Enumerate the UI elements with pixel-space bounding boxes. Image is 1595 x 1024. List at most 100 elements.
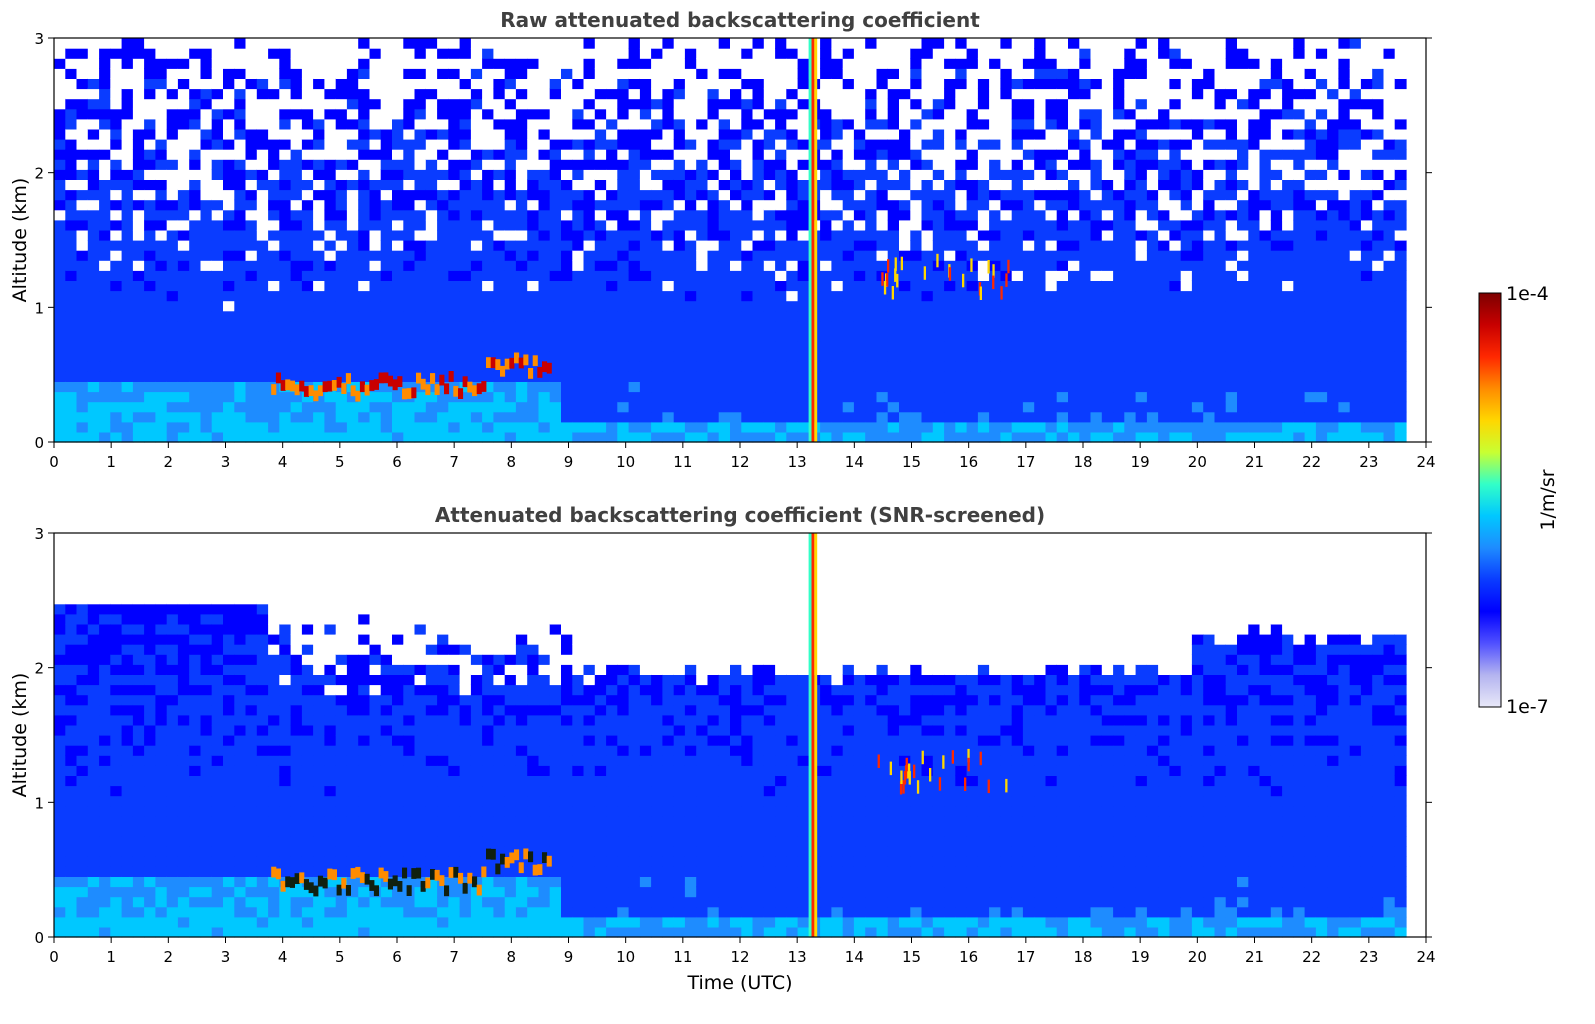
heatmap-cell — [1203, 58, 1215, 69]
heatmap-cell — [606, 402, 618, 413]
heatmap-cell — [786, 159, 798, 170]
cloud-layer-segment — [547, 363, 552, 374]
heatmap-cell — [696, 220, 708, 231]
heatmap-cell — [820, 190, 832, 201]
heatmap-cell — [1012, 68, 1024, 79]
heatmap-cell — [1248, 149, 1260, 160]
heatmap-cell — [246, 361, 258, 372]
heatmap-cell — [798, 331, 810, 342]
heatmap-cell — [1350, 371, 1362, 382]
heatmap-cell — [561, 38, 573, 49]
heatmap-cell — [133, 291, 145, 302]
heatmap-cell — [1215, 119, 1227, 130]
heatmap-cell — [167, 99, 179, 110]
heatmap-cell — [178, 139, 190, 150]
heatmap-cell — [674, 99, 686, 110]
heatmap-cell — [685, 392, 697, 403]
heatmap-cell — [1248, 361, 1260, 372]
heatmap-cell — [922, 250, 934, 261]
heatmap-cell — [460, 200, 472, 211]
heatmap-cell — [122, 78, 134, 89]
heatmap-cell — [381, 321, 393, 332]
heatmap-cell — [1327, 149, 1339, 160]
heatmap-cell — [426, 361, 438, 372]
heatmap-cell — [708, 280, 720, 291]
heatmap-cell — [133, 89, 145, 100]
heatmap-cell — [313, 48, 325, 59]
heatmap-cell — [1384, 301, 1396, 312]
heatmap-cell — [1023, 311, 1035, 322]
heatmap-cell — [1169, 179, 1181, 190]
heatmap-cell — [201, 139, 213, 150]
heatmap-cell — [955, 68, 967, 79]
heatmap-cell — [212, 109, 224, 120]
heatmap-cell — [99, 220, 111, 231]
heatmap-cell — [1316, 371, 1328, 382]
heatmap-cell — [561, 402, 573, 413]
heatmap-cell — [584, 321, 596, 332]
heatmap-cell — [1091, 58, 1103, 69]
heatmap-cell — [1203, 371, 1215, 382]
heatmap-cell — [448, 311, 460, 322]
heatmap-cell — [505, 58, 517, 69]
heatmap-cell — [110, 48, 122, 59]
heatmap-cell — [460, 179, 472, 190]
heatmap-cell — [764, 321, 776, 332]
heatmap-cell — [708, 149, 720, 160]
heatmap-cell — [347, 109, 359, 120]
heatmap-cell — [1181, 220, 1193, 231]
heatmap-cell — [753, 412, 765, 423]
cloud-patch — [894, 268, 896, 282]
heatmap-cell — [1395, 149, 1407, 160]
heatmap-cell — [291, 321, 303, 332]
heatmap-cell — [662, 311, 674, 322]
heatmap-cell — [1147, 48, 1159, 59]
heatmap-cell — [595, 331, 607, 342]
heatmap-cell — [110, 129, 122, 140]
heatmap-cell — [933, 119, 945, 130]
heatmap-cell — [516, 250, 528, 261]
heatmap-cell — [392, 351, 404, 362]
heatmap-cell — [88, 190, 100, 201]
heatmap-cell — [381, 200, 393, 211]
x-tick-label: 5 — [335, 453, 345, 471]
heatmap-cell — [595, 250, 607, 261]
heatmap-cell — [685, 270, 697, 281]
heatmap-cell — [291, 291, 303, 302]
heatmap-cell — [888, 109, 900, 120]
heatmap-cell — [922, 381, 934, 392]
heatmap-cell — [820, 250, 832, 261]
heatmap-cell — [1023, 331, 1035, 342]
heatmap-cell — [1226, 402, 1238, 413]
heatmap-cell — [989, 179, 1001, 190]
heatmap-cell — [155, 200, 167, 211]
heatmap-cell — [719, 321, 731, 332]
heatmap-cell — [1046, 109, 1058, 120]
heatmap-cell — [201, 432, 213, 443]
heatmap-cell — [313, 321, 325, 332]
heatmap-cell — [1102, 280, 1114, 291]
heatmap-cell — [1316, 311, 1328, 322]
heatmap-cell — [629, 270, 641, 281]
heatmap-cell — [1012, 361, 1024, 372]
heatmap-cell — [1327, 129, 1339, 140]
heatmap-cell — [77, 48, 89, 59]
heatmap-cell — [1271, 210, 1283, 221]
heatmap-cell — [877, 321, 889, 332]
heatmap-cell — [527, 422, 539, 433]
heatmap-cell — [223, 38, 235, 49]
heatmap-cell — [302, 129, 314, 140]
heatmap-cell — [651, 422, 663, 433]
heatmap-cell — [122, 48, 134, 59]
heatmap-cell — [426, 432, 438, 443]
heatmap-cell — [99, 139, 111, 150]
heatmap-cell — [584, 190, 596, 201]
heatmap-cell — [201, 250, 213, 261]
heatmap-cell — [1102, 58, 1114, 69]
heatmap-cell — [1361, 402, 1373, 413]
heatmap-cell — [1372, 78, 1384, 89]
heatmap-cell — [933, 392, 945, 403]
heatmap-cell — [1158, 68, 1170, 79]
heatmap-cell — [313, 179, 325, 190]
heatmap-cell — [617, 230, 629, 241]
